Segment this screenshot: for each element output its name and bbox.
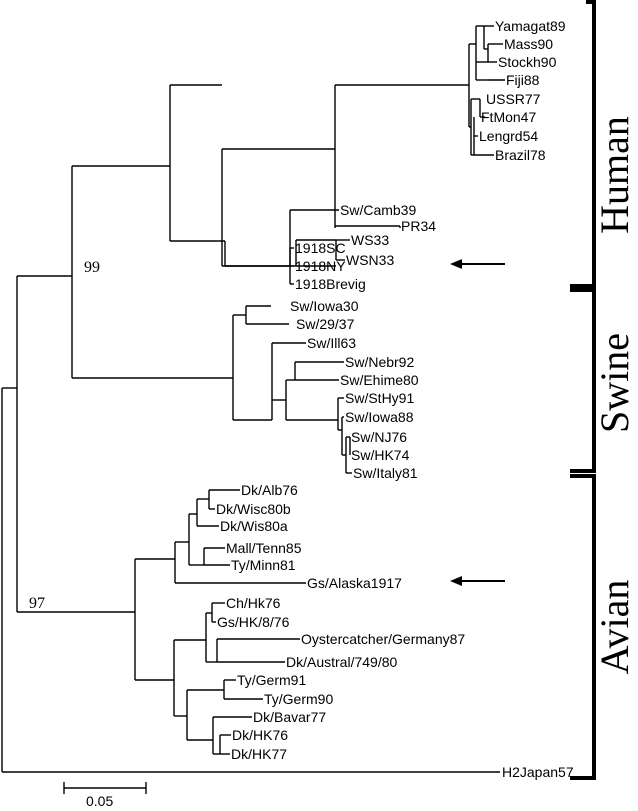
leaf-label: Oystercatcher/Germany87 bbox=[301, 631, 465, 647]
leaf-label: H2Japan57 bbox=[502, 764, 574, 780]
leaf-label: Sw/Camb39 bbox=[340, 202, 416, 218]
leaf-label: Sw/StHy91 bbox=[345, 390, 414, 406]
group-label-avian: Avian bbox=[592, 580, 637, 675]
leaf-label: Dk/Wisc80b bbox=[216, 501, 291, 517]
arrow-alaska1917-icon bbox=[450, 576, 505, 586]
leaf-label: Ch/Hk76 bbox=[226, 595, 281, 611]
leaf-label: 1918NY bbox=[295, 258, 346, 274]
leaf-label: Dk/Wis80a bbox=[220, 518, 288, 534]
leaf-label: FtMon47 bbox=[481, 109, 536, 125]
leaf-label: Dk/HK77 bbox=[231, 746, 287, 762]
bootstrap-value-upper: 99 bbox=[84, 259, 100, 276]
leaf-label: Yamagat89 bbox=[495, 18, 566, 34]
leaf-label: Sw/NJ76 bbox=[351, 429, 407, 445]
arrow-1918-icon bbox=[450, 259, 505, 269]
leaf-label: WS33 bbox=[351, 232, 389, 248]
leaf-label: Sw/Nebr92 bbox=[345, 354, 414, 370]
scale-bar bbox=[63, 782, 147, 794]
leaf-label: Lengrd54 bbox=[479, 128, 538, 144]
leaf-label: Stockh90 bbox=[498, 54, 557, 70]
leaf-label: Sw/Ill63 bbox=[307, 335, 356, 351]
leaf-label: Sw/Italy81 bbox=[353, 465, 418, 481]
bracket-human bbox=[570, 0, 596, 288]
leaf-label: Sw/Ehime80 bbox=[340, 372, 419, 388]
leaf-label: Dk/Austral/749/80 bbox=[286, 654, 397, 670]
leaf-label: Dk/Bavar77 bbox=[253, 709, 326, 725]
leaf-label: PR34 bbox=[401, 218, 436, 234]
leaf-label: WSN33 bbox=[346, 252, 394, 268]
leaf-label: Mass90 bbox=[504, 36, 553, 52]
leaf-label: Brazil78 bbox=[495, 147, 546, 163]
leaf-label: Gs/HK/8/76 bbox=[217, 614, 290, 630]
leaf-label: Ty/Minn81 bbox=[231, 557, 296, 573]
leaf-label: Sw/29/37 bbox=[296, 316, 355, 332]
leaf-label: Ty/Germ91 bbox=[237, 672, 306, 688]
leaf-label: Ty/Germ90 bbox=[264, 691, 333, 707]
scale-bar-label: 0.05 bbox=[86, 793, 113, 809]
bootstrap-value-lower: 97 bbox=[29, 595, 45, 612]
bracket-avian bbox=[570, 474, 596, 780]
leaf-label: Mall/Tenn85 bbox=[226, 540, 302, 556]
leaf-label: USSR77 bbox=[486, 91, 541, 107]
leaf-label: Dk/Alb76 bbox=[241, 482, 298, 498]
leaf-label: Fiji88 bbox=[506, 72, 540, 88]
group-label-swine: Swine bbox=[592, 333, 637, 433]
leaf-label: 1918Brevig bbox=[295, 276, 366, 292]
leaf-label: Sw/Iowa88 bbox=[345, 409, 414, 425]
leaf-label: Sw/Iowa30 bbox=[290, 298, 359, 314]
leaf-label: Dk/HK76 bbox=[232, 727, 288, 743]
leaf-labels: Yamagat89 Mass90 Stockh90 Fiji88 USSR77 … bbox=[216, 18, 574, 780]
leaf-label: Sw/HK74 bbox=[351, 447, 410, 463]
tree-branches bbox=[1, 25, 505, 773]
leaf-label: Gs/Alaska1917 bbox=[307, 575, 402, 591]
bracket-swine bbox=[570, 288, 596, 473]
group-label-human: Human bbox=[592, 116, 637, 234]
leaf-label: 1918SC bbox=[295, 240, 346, 256]
